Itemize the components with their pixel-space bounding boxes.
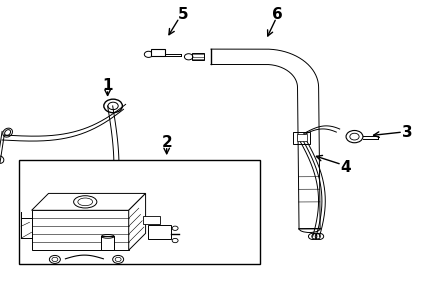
Bar	[102, 236, 114, 250]
Bar	[151, 49, 165, 56]
Text: 2: 2	[161, 135, 172, 150]
Polygon shape	[211, 49, 320, 229]
Bar	[19, 160, 260, 264]
Bar	[293, 132, 310, 144]
Text: 3: 3	[402, 125, 413, 139]
Bar	[32, 210, 129, 250]
Bar	[297, 134, 307, 141]
Bar	[143, 216, 160, 223]
Text: 1: 1	[103, 79, 113, 93]
Bar	[148, 225, 171, 239]
Polygon shape	[129, 193, 146, 250]
Text: 4: 4	[341, 160, 352, 175]
Polygon shape	[32, 193, 146, 210]
Text: 6: 6	[272, 7, 283, 22]
Bar	[192, 53, 204, 60]
Text: 5: 5	[178, 7, 189, 22]
